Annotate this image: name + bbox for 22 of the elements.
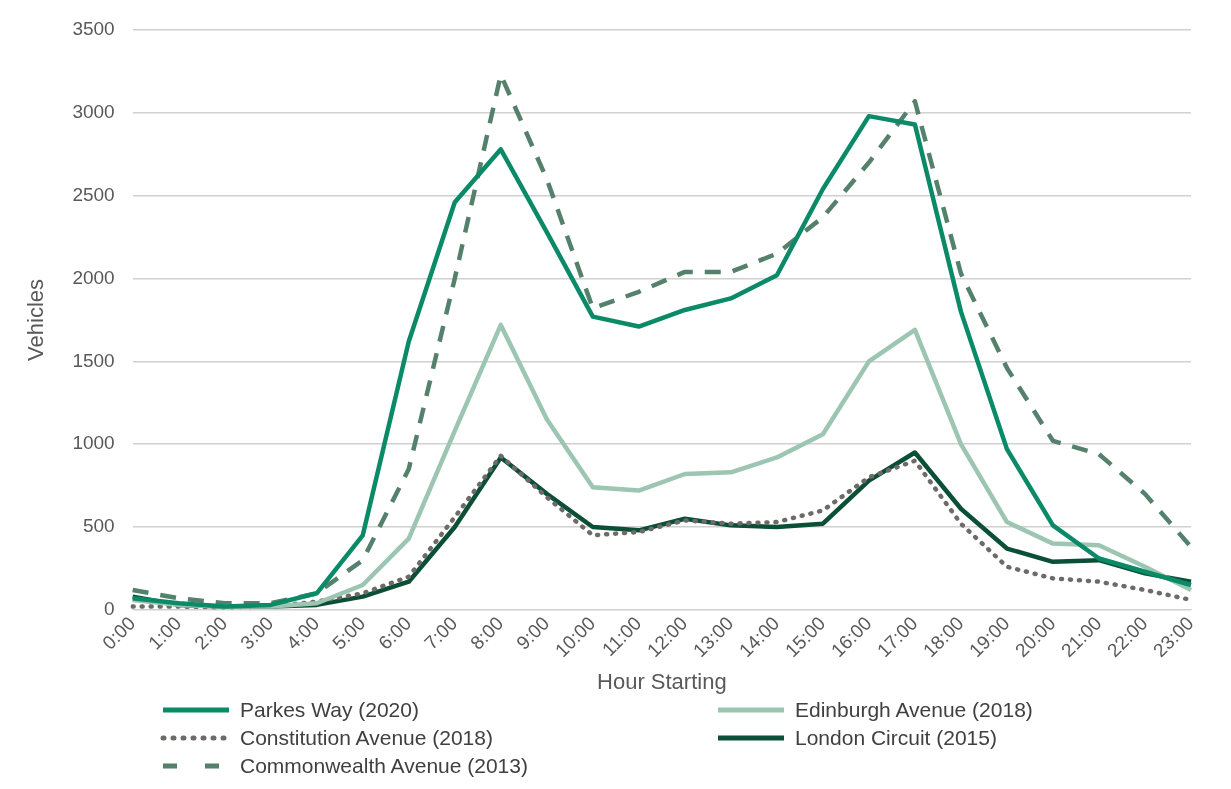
y-tick-label: 3500 [72,18,115,40]
legend-label: Parkes Way (2020) [240,698,419,722]
x-axis-title: Hour Starting [597,668,727,694]
y-tick-label: 1500 [72,349,115,371]
y-tick-label: 0 [104,598,115,620]
y-axis-title: Vehicles [23,278,49,361]
y-tick-label: 1000 [72,432,115,454]
x-tick-label: 7:00 [420,612,462,654]
y-tick-label: 3000 [72,101,115,123]
legend-label: Edinburgh Avenue (2018) [795,698,1033,722]
x-tick-label: 4:00 [282,612,324,654]
x-tick-label: 5:00 [328,612,370,654]
y-tick-label: 500 [82,515,115,537]
legend-label: Commonwealth Avenue (2013) [240,754,528,778]
x-tick-label: 3:00 [236,612,278,654]
x-tick-label: 9:00 [512,612,554,654]
y-tick-label: 2000 [72,266,115,288]
x-tick-label: 8:00 [466,612,508,654]
legend-label: Constitution Avenue (2018) [240,726,493,750]
legend-label: London Circuit (2015) [795,726,997,750]
y-tick-label: 2500 [72,183,115,205]
x-tick-label: 6:00 [374,612,416,654]
